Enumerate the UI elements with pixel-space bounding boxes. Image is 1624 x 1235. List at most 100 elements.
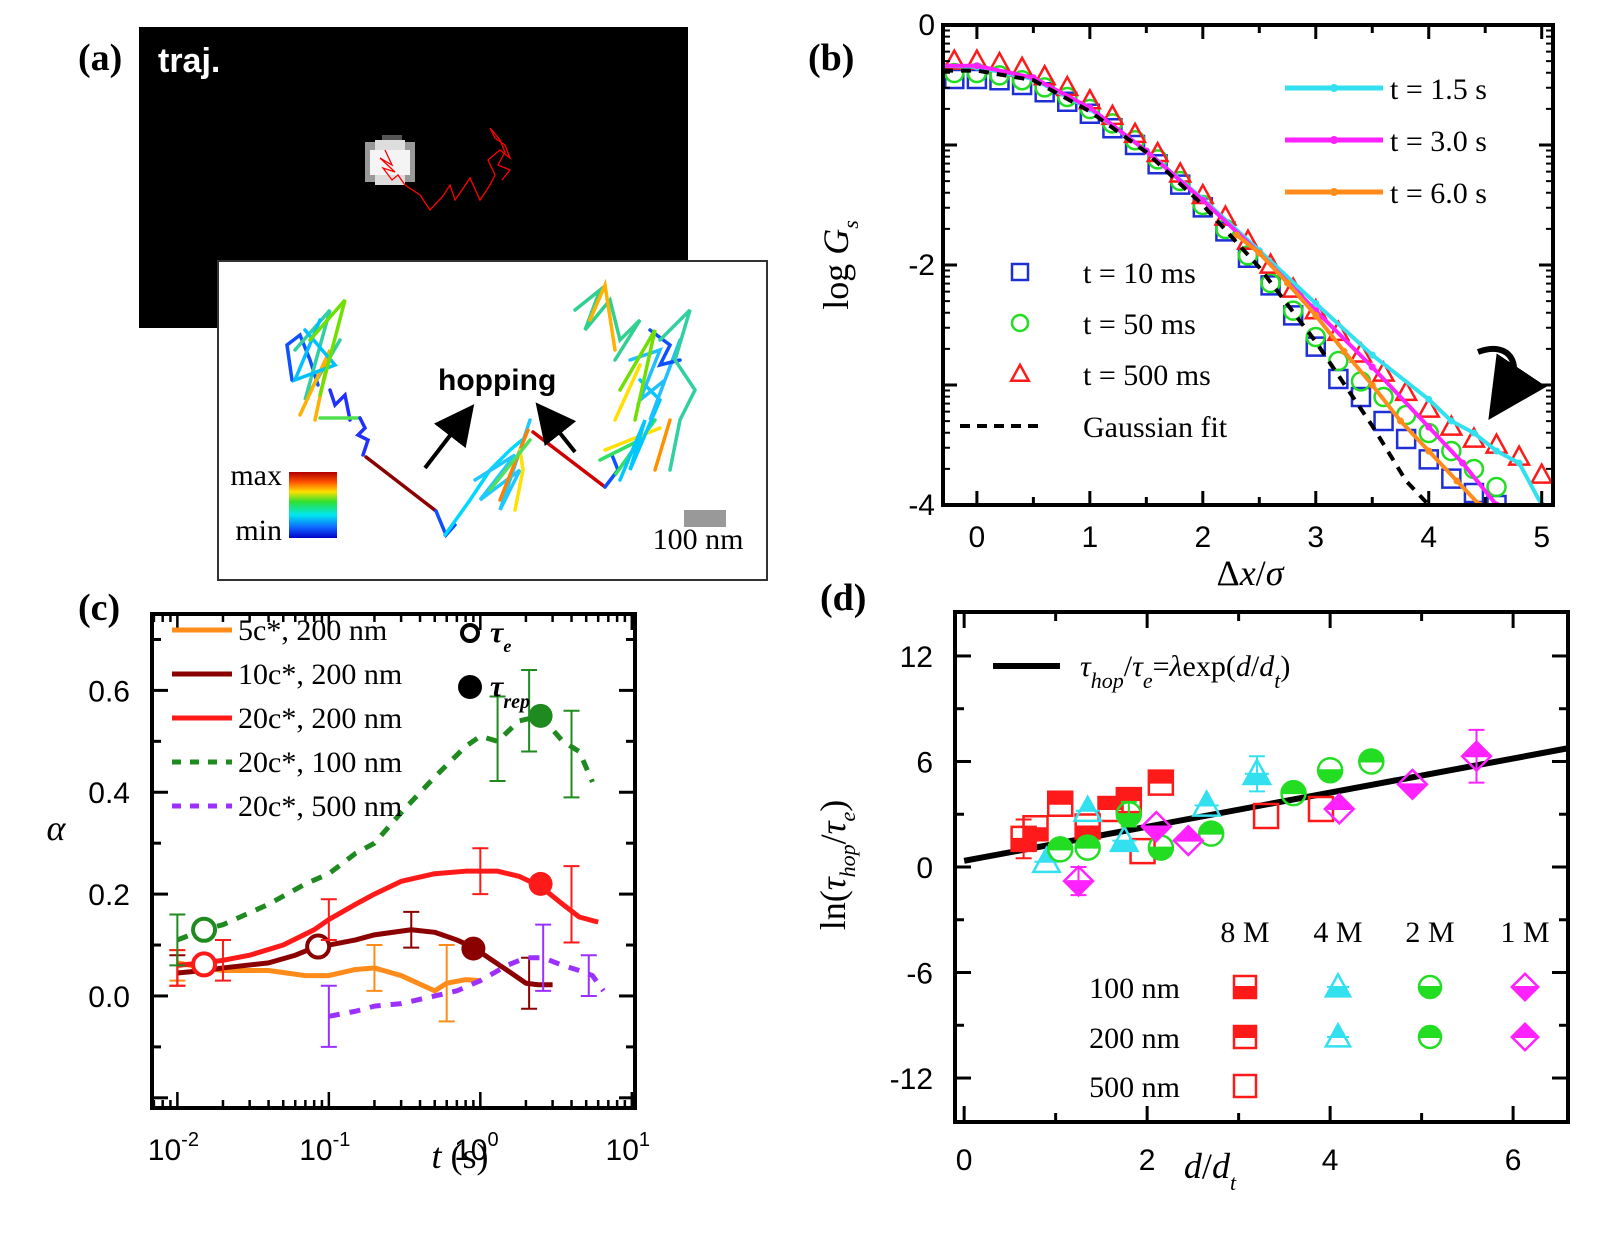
panel-d-ticks: 0 2 4 6 12 6 0 -6 -12 <box>890 612 1568 1177</box>
data-point <box>1079 103 1101 125</box>
outline <box>1172 824 1205 857</box>
tick-exponent: -1 <box>333 1129 351 1151</box>
outline <box>1129 837 1156 865</box>
open-circle-icon <box>460 623 480 643</box>
data-point <box>1305 336 1327 357</box>
data-point <box>1394 379 1419 402</box>
series-point <box>1397 417 1404 425</box>
legend-marker <box>1009 362 1031 383</box>
outline <box>1460 740 1493 773</box>
tick-exponent: 1 <box>639 1129 650 1151</box>
series-point <box>1425 395 1433 403</box>
half-fill <box>1141 826 1171 841</box>
legend-item-fit: τhop/τe=λexp(d/dt) <box>993 650 1290 693</box>
series-20c-100-nm <box>169 669 595 967</box>
legend-item: t = 50 ms <box>1010 308 1196 341</box>
equation-part: t <box>1274 668 1281 693</box>
outline <box>1441 440 1462 462</box>
panel-a-label: (a) <box>78 37 122 79</box>
series-point <box>1515 459 1523 467</box>
data-point <box>1147 769 1175 796</box>
panel-c-ylabel: α <box>47 808 67 848</box>
y-tick-label: 0.4 <box>88 777 130 810</box>
data-point <box>1129 837 1156 865</box>
panel-d-xlabel: d/dt <box>1184 1146 1237 1195</box>
data-point <box>1486 476 1507 498</box>
outline <box>1307 795 1335 823</box>
data-point <box>1046 836 1074 863</box>
x-tick-label: 0 <box>956 1144 973 1177</box>
outline <box>1358 748 1385 775</box>
legend-item: 10c*, 200 nm <box>172 658 402 691</box>
trajectory-red <box>379 127 512 212</box>
legend-label: t = 1.5 s <box>1390 73 1487 106</box>
outline <box>1510 972 1540 1002</box>
equation-part: hop <box>1091 668 1124 693</box>
outline <box>1282 300 1304 321</box>
legend-marker <box>1010 262 1030 282</box>
legend-marker <box>1330 84 1338 92</box>
half-fill <box>1462 741 1491 757</box>
panel-b-label: (b) <box>808 37 854 79</box>
y-tick-label: 6 <box>916 746 933 779</box>
series-20c-200-nm <box>169 847 599 987</box>
data-point <box>1328 368 1349 390</box>
equation-part: τ <box>1132 650 1144 683</box>
legend-label: t = 6.0 s <box>1390 177 1487 210</box>
data-point <box>1074 813 1101 840</box>
series-point <box>1368 381 1376 389</box>
equation-part: λ <box>1169 650 1183 683</box>
gaussian-fit-line <box>943 68 1431 505</box>
data-point <box>943 48 967 70</box>
half-fill <box>1011 838 1036 851</box>
data-point <box>1072 794 1103 823</box>
fit-equation: τhop/τe=λexp(d/dt) <box>1080 650 1290 693</box>
series-point <box>1233 231 1241 239</box>
series-point <box>1199 196 1207 204</box>
legend-marker <box>1232 974 1258 1000</box>
legend-label: 5c*, 200 nm <box>238 614 387 647</box>
legend-marker <box>1510 1022 1540 1052</box>
series-point <box>1425 423 1433 431</box>
x-tick-label: 1 <box>1082 521 1099 554</box>
tick-base: 10 <box>148 1134 181 1167</box>
x-tick-label: 4 <box>1322 1144 1339 1177</box>
equation-part: exp( <box>1183 650 1236 683</box>
legend-label: 10c*, 200 nm <box>238 658 402 691</box>
outline <box>1328 350 1349 372</box>
equation-part: d <box>1259 650 1275 683</box>
half-fill <box>1511 1023 1539 1037</box>
panel-a: (a) traj. <box>78 27 768 581</box>
error-bar <box>403 910 420 949</box>
legend-item: Gaussian fit <box>960 411 1228 444</box>
half-fill <box>1075 826 1100 839</box>
data-point <box>1169 174 1191 195</box>
outline <box>1057 86 1078 108</box>
error-bar <box>489 695 506 783</box>
hopping-annotation: hopping <box>438 364 556 397</box>
legend-item: 20c*, 200 nm <box>172 702 402 735</box>
legend-item: 5c*, 200 nm <box>172 614 387 647</box>
error-bar <box>521 669 538 753</box>
data-point <box>1022 815 1049 842</box>
equation-part: / <box>1251 650 1260 683</box>
x-tick-label: 10-2 <box>148 1129 199 1167</box>
legend-item: t = 3.0 s <box>1285 125 1487 158</box>
colored-trajectory <box>285 278 698 539</box>
data-point <box>1373 410 1394 432</box>
half-fill <box>1048 791 1073 804</box>
outline <box>1417 974 1443 1000</box>
data-point <box>1280 779 1307 807</box>
data-point <box>1305 326 1327 348</box>
series-line-t-3-0-s <box>943 63 1499 505</box>
data-point <box>1172 824 1205 857</box>
data-point <box>1323 792 1356 826</box>
y-tick-label: -2 <box>908 249 935 282</box>
error-bar <box>169 913 186 967</box>
outline <box>1046 836 1074 863</box>
x-tick-label: 101 <box>606 1129 651 1167</box>
half-fill <box>1511 987 1539 1001</box>
x-tick-label: 6 <box>1505 1144 1522 1177</box>
outline <box>1373 410 1394 432</box>
